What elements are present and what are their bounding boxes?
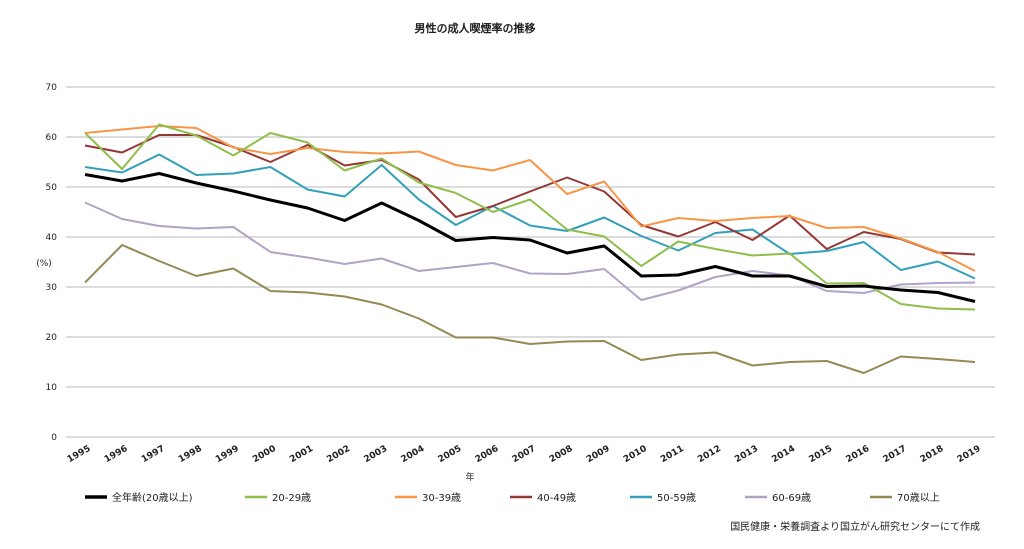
x-tick-label: 2000 (251, 444, 278, 465)
y-tick-label: 50 (46, 183, 58, 193)
x-tick-label: 2010 (622, 444, 649, 465)
legend-label: 70歳以上 (897, 492, 940, 504)
x-tick-label: 2011 (659, 444, 686, 465)
x-tick-label: 2013 (733, 444, 760, 465)
legend-item: 70歳以上 (870, 492, 940, 504)
x-tick-label: 2014 (770, 444, 797, 465)
y-tick-label: 60 (46, 133, 58, 143)
x-tick-label: 2016 (845, 444, 872, 465)
series-line (84, 201, 976, 301)
x-tick-label: 2005 (437, 444, 464, 465)
series-line (84, 153, 976, 280)
series-lines (84, 123, 976, 374)
x-tick-label: 2008 (548, 444, 575, 465)
x-tick-labels: 1995 1996 1997 1998 1999 2000 2001 2002 2003 2004… (66, 444, 983, 465)
source-note: 国民健康・栄養調査より国立がん研究センターにて作成 (730, 520, 980, 533)
x-tick-label: 2003 (362, 444, 389, 465)
x-tick-label: 2015 (807, 444, 834, 465)
x-axis-label: 年 (465, 471, 474, 483)
legend-label: 60-69歳 (772, 492, 811, 504)
x-tick-label: 2018 (919, 444, 946, 465)
x-tick-label: 2009 (585, 444, 612, 465)
x-tick-label: 1997 (140, 444, 167, 465)
x-tick-label: 2012 (696, 444, 723, 465)
y-tick-labels: 0 10 20 30 40 50 60 70 (46, 83, 58, 443)
series-line (84, 172, 976, 303)
x-tick-label: 2002 (325, 444, 352, 465)
x-tick-label: 2007 (511, 444, 538, 465)
x-tick-label: 2001 (288, 444, 315, 465)
x-tick-label: 1999 (214, 444, 241, 465)
y-tick-label: 70 (46, 83, 58, 93)
legend-label: 40-49歳 (537, 492, 576, 504)
x-tick-label: 2004 (400, 444, 427, 465)
legend-label: 30-39歳 (422, 492, 461, 504)
y-tick-label: 10 (46, 383, 58, 393)
legend-label: 50-59歳 (657, 492, 696, 504)
x-tick-label: 2006 (474, 444, 501, 465)
legend-item: 30-39歳 (395, 492, 461, 504)
legend-item: 40-49歳 (510, 492, 576, 504)
y-tick-label: 40 (46, 233, 58, 243)
x-tick-label: 2017 (882, 444, 909, 465)
series-line (84, 123, 976, 311)
legend-label: 20-29歳 (272, 492, 311, 504)
y-tick-label: 0 (51, 433, 57, 443)
legend-item: 50-59歳 (630, 492, 696, 504)
y-axis-label: (%) (36, 259, 52, 269)
y-tick-label: 30 (46, 283, 58, 293)
y-tick-label: 20 (46, 333, 58, 343)
legend-item: 全年齢(20歳以上) (85, 491, 193, 504)
x-tick-label: 1998 (177, 444, 204, 465)
x-tick-label: 1995 (66, 444, 93, 465)
x-tick-label: 2019 (956, 444, 983, 465)
x-tick-label: 1996 (103, 444, 130, 465)
legend: 全年齢(20歳以上) 20-29歳 30-39歳 40-49歳 50-59歳 60-69歳… (85, 491, 940, 504)
legend-item: 20-29歳 (245, 492, 311, 504)
legend-label: 全年齢(20歳以上) (112, 491, 193, 504)
series-line (84, 125, 976, 272)
legend-item: 60-69歳 (745, 492, 811, 504)
chart-title: 男性の成人喫煙率の推移 (415, 21, 536, 35)
series-line (84, 244, 976, 374)
